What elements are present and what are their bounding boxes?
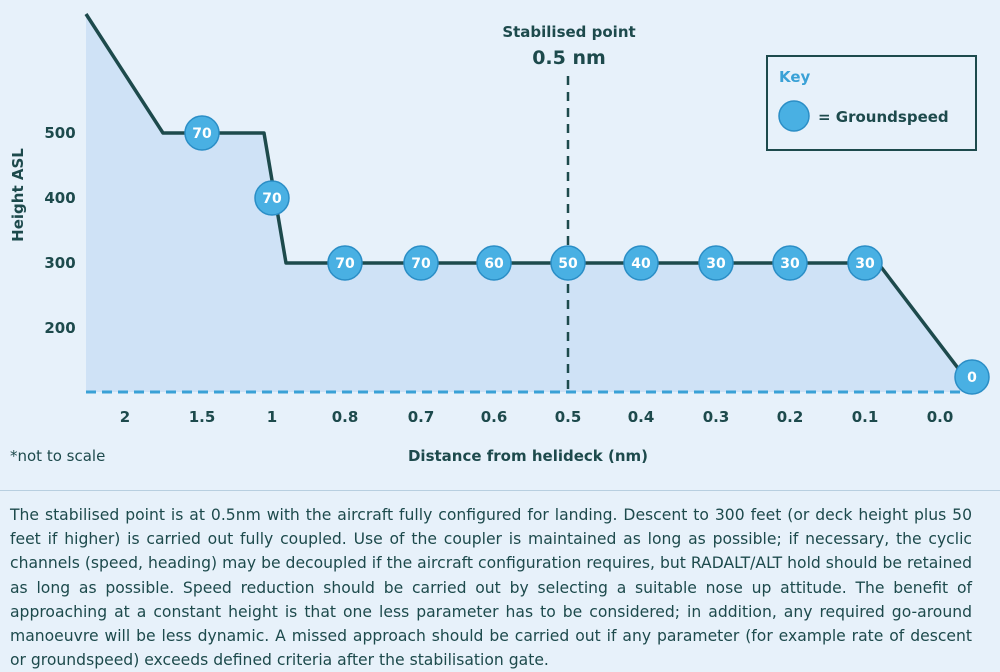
y-tick-label: 300 (44, 254, 75, 272)
groundspeed-value: 40 (631, 256, 651, 272)
y-tick-label: 200 (44, 319, 75, 337)
y-tick-label: 500 (44, 124, 75, 142)
groundspeed-marker-circle (698, 245, 734, 281)
groundspeed-marker: 40 (623, 245, 659, 281)
groundspeed-marker: 70 (327, 245, 363, 281)
groundspeed-marker: 50 (550, 245, 586, 281)
groundspeed-value: 30 (855, 256, 875, 272)
legend-groundspeed-label: = Groundspeed (818, 108, 949, 126)
x-tick-label: 0.8 (332, 408, 359, 426)
groundspeed-marker: 30 (847, 245, 883, 281)
x-tick-label: 1 (267, 408, 277, 426)
legend-key: Key = Groundspeed (766, 55, 977, 151)
groundspeed-marker: 70 (184, 115, 220, 151)
x-tick-label: 0.3 (703, 408, 730, 426)
x-tick-label: 0.5 (555, 408, 582, 426)
x-tick-label: 0.7 (408, 408, 435, 426)
groundspeed-marker-circle (954, 359, 990, 395)
y-tick-label: 400 (44, 189, 75, 207)
x-tick-label: 1.5 (189, 408, 216, 426)
groundspeed-marker: 0 (954, 359, 990, 395)
y-axis-label: Height ASL (9, 148, 27, 242)
legend-groundspeed-icon (778, 100, 810, 132)
groundspeed-markers: 70 70 70 70 60 50 40 30 30 30 0 (184, 115, 990, 395)
groundspeed-marker: 30 (772, 245, 808, 281)
x-tick-label: 0.4 (628, 408, 655, 426)
groundspeed-value: 70 (335, 256, 355, 272)
groundspeed-value: 30 (706, 256, 726, 272)
groundspeed-value: 0 (967, 370, 977, 386)
groundspeed-marker: 60 (476, 245, 512, 281)
stabilised-point-value: 0.5 nm (532, 47, 606, 69)
stabilised-point-label: Stabilised point (502, 23, 635, 41)
x-axis-ticks: 2 1.5 1 0.8 0.7 0.6 0.5 0.4 0.3 0.2 0.1 0.0 (120, 408, 954, 426)
groundspeed-marker-circle (550, 245, 586, 281)
groundspeed-value: 70 (192, 126, 212, 142)
x-tick-label: 0.0 (927, 408, 954, 426)
groundspeed-marker-circle (623, 245, 659, 281)
divider (0, 490, 1000, 491)
x-tick-label: 0.1 (852, 408, 879, 426)
groundspeed-value: 60 (484, 256, 504, 272)
groundspeed-marker: 70 (254, 180, 290, 216)
groundspeed-marker-circle (184, 115, 220, 151)
groundspeed-marker: 30 (698, 245, 734, 281)
not-to-scale-note: *not to scale (10, 447, 105, 465)
groundspeed-marker-circle (772, 245, 808, 281)
y-axis-ticks: 500 400 300 200 (44, 124, 75, 337)
groundspeed-marker-circle (476, 245, 512, 281)
groundspeed-marker-circle (254, 180, 290, 216)
groundspeed-value: 70 (262, 191, 282, 207)
groundspeed-value: 30 (780, 256, 800, 272)
groundspeed-value: 50 (558, 256, 578, 272)
groundspeed-marker-circle (327, 245, 363, 281)
x-tick-label: 2 (120, 408, 130, 426)
profile-area-fill (86, 14, 972, 392)
legend-title: Key (779, 68, 811, 86)
caption-text: The stabilised point is at 0.5nm with th… (10, 506, 972, 670)
x-axis-label: Distance from helideck (nm) (408, 447, 648, 465)
x-tick-label: 0.2 (777, 408, 804, 426)
x-tick-label: 0.6 (481, 408, 508, 426)
groundspeed-marker: 70 (403, 245, 439, 281)
groundspeed-marker-circle (847, 245, 883, 281)
groundspeed-value: 70 (411, 256, 431, 272)
groundspeed-marker-circle (403, 245, 439, 281)
